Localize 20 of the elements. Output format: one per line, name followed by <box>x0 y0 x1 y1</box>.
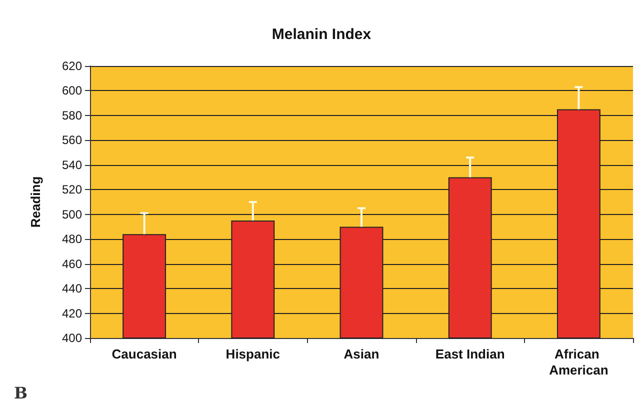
y-tick-label: 420 <box>62 306 82 320</box>
y-axis-title: Reading <box>28 176 43 228</box>
y-tick-label: 540 <box>62 158 82 172</box>
x-tick-label: East Indian <box>435 346 505 362</box>
y-tick-label: 500 <box>62 207 82 222</box>
y-tick-label: 580 <box>62 108 82 122</box>
y-tick-label: 600 <box>62 84 82 98</box>
y-tick-label: 440 <box>62 282 82 296</box>
y-tick-label: 560 <box>62 133 82 148</box>
x-tick-label: Asian <box>344 346 380 362</box>
y-tick-label: 480 <box>62 232 82 246</box>
y-tick-label: 400 <box>62 331 82 345</box>
x-tick-label: African American <box>549 346 608 378</box>
x-tick-label: Caucasian <box>112 346 177 362</box>
x-tick-label: Hispanic <box>226 346 280 362</box>
y-tick-label: 460 <box>62 256 82 271</box>
y-tick-label: 520 <box>62 182 82 197</box>
chart-title: Melanin Index <box>272 26 372 43</box>
text: B <box>14 384 28 402</box>
y-tick-label: 620 <box>62 59 82 73</box>
